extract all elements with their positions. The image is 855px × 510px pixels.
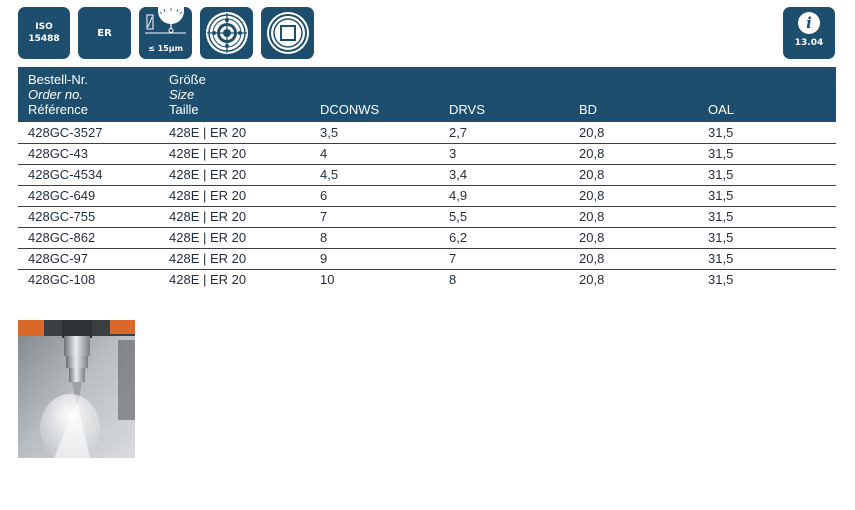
balance-badge <box>200 7 253 59</box>
cell-dconws: 8 <box>310 227 439 249</box>
cell-bd: 20,8 <box>569 206 698 228</box>
header-size: Größe Size Taille <box>159 67 310 122</box>
cell-bd: 20,8 <box>569 122 698 144</box>
cell-oal: 31,5 <box>698 122 836 144</box>
cell-size: 428E | ER 20 <box>159 185 310 207</box>
cell-oal: 31,5 <box>698 227 836 249</box>
header-size-de: Größe <box>169 72 206 87</box>
cell-bd: 20,8 <box>569 227 698 249</box>
runout-gauge-icon <box>145 7 186 34</box>
cell-order-number: 428GC-649 <box>18 185 159 207</box>
header-order-fr: Référence <box>28 102 88 117</box>
cell-size: 428E | ER 20 <box>159 206 310 228</box>
cell-order-number: 428GC-43 <box>18 143 159 165</box>
cell-dconws: 6 <box>310 185 439 207</box>
table-header-row: Bestell-Nr. Order no. Référence Größe Si… <box>18 67 836 122</box>
cell-order-number: 428GC-755 <box>18 206 159 228</box>
header-size-fr: Taille <box>169 102 199 117</box>
cell-order-number: 428GC-108 <box>28 272 96 288</box>
cell-oal: 31,5 <box>708 272 734 288</box>
er-badge-label: ER <box>97 27 112 39</box>
balance-target-icon <box>205 12 248 54</box>
table-row: 428GC-755 428E | ER 20 7 5,5 20,8 31,5 <box>18 206 836 228</box>
cell-oal: 31,5 <box>698 206 836 228</box>
cell-dconws: 7 <box>310 206 439 228</box>
cell-bd: 20,8 <box>569 185 698 207</box>
cell-drvs: 2,7 <box>439 122 569 144</box>
cell-drvs: 3 <box>439 143 569 165</box>
cell-dconws: 9 <box>310 248 439 270</box>
cell-size: 428E | ER 20 <box>159 164 310 186</box>
table-row: 428GC-3527 428E | ER 20 3,5 2,7 20,8 31,… <box>18 122 836 144</box>
info-icon: i <box>798 12 820 34</box>
cell-bd: 20,8 <box>569 164 698 186</box>
table-row: 428GC-862 428E | ER 20 8 6,2 20,8 31,5 <box>18 227 836 249</box>
cell-oal: 31,5 <box>698 185 836 207</box>
header-oal: OAL <box>708 102 735 117</box>
cell-oal: 31,5 <box>698 143 836 165</box>
runout-value: ≤ 15µm <box>148 44 183 53</box>
cell-size: 428E | ER 20 <box>159 143 310 165</box>
header-order-number: Bestell-Nr. Order no. Référence <box>18 67 159 122</box>
table-row: 428GC-43 428E | ER 20 4 3 20,8 31,5 <box>18 143 836 165</box>
cell-drvs: 5,5 <box>439 206 569 228</box>
cell-size: 428E | ER 20 <box>159 122 310 144</box>
square-drive-icon <box>266 12 309 54</box>
header-size-en: Size <box>169 87 195 102</box>
cell-oal: 31,5 <box>698 164 836 186</box>
table-row: 428GC-97 428E | ER 20 9 7 20,8 31,5 <box>18 248 836 270</box>
header-bd: BD <box>579 102 598 117</box>
spec-table: Bestell-Nr. Order no. Référence Größe Si… <box>18 67 836 290</box>
cell-size: 428E | ER 20 <box>159 227 310 249</box>
er-badge: ER <box>78 7 131 59</box>
cell-size: 428E | ER 20 <box>169 272 247 288</box>
cell-size: 428E | ER 20 <box>159 248 310 270</box>
cell-bd: 20,8 <box>569 143 698 165</box>
cell-drvs: 4,9 <box>439 185 569 207</box>
table-row: 428GC-108 428E | ER 20 10 8 20,8 31,5 <box>18 269 836 290</box>
info-badge[interactable]: i 13.04 <box>783 7 835 59</box>
cell-drvs: 8 <box>449 272 457 288</box>
header-dconws: DCONWS <box>320 102 380 117</box>
table-row: 428GC-4534 428E | ER 20 4,5 3,4 20,8 31,… <box>18 164 836 186</box>
runout-badge: ≤ 15µm <box>139 7 192 59</box>
product-photo <box>18 320 135 458</box>
iso-badge-line2: 15488 <box>28 34 60 44</box>
catalog-page-code: 13.04 <box>794 38 824 48</box>
cell-drvs: 3,4 <box>439 164 569 186</box>
header-drvs: DRVS <box>449 102 485 117</box>
cell-bd: 20,8 <box>569 248 698 270</box>
header-order-de: Bestell-Nr. <box>28 72 88 87</box>
table-row: 428GC-649 428E | ER 20 6 4,9 20,8 31,5 <box>18 185 836 207</box>
cell-dconws: 4,5 <box>310 164 439 186</box>
cell-oal: 31,5 <box>698 248 836 270</box>
cell-drvs: 7 <box>439 248 569 270</box>
iso-badge-line1: ISO <box>35 22 53 32</box>
iso-badge: ISO 15488 <box>18 7 70 59</box>
cell-order-number: 428GC-3527 <box>18 122 159 144</box>
cell-order-number: 428GC-97 <box>18 248 159 270</box>
header-order-en: Order no. <box>28 87 83 102</box>
cell-dconws: 4 <box>310 143 439 165</box>
cell-drvs: 6,2 <box>439 227 569 249</box>
cell-dconws: 3,5 <box>310 122 439 144</box>
cell-bd: 20,8 <box>579 272 605 288</box>
square-drive-badge <box>261 7 314 59</box>
cell-order-number: 428GC-862 <box>18 227 159 249</box>
cell-dconws: 10 <box>320 272 335 288</box>
cell-order-number: 428GC-4534 <box>18 164 159 186</box>
